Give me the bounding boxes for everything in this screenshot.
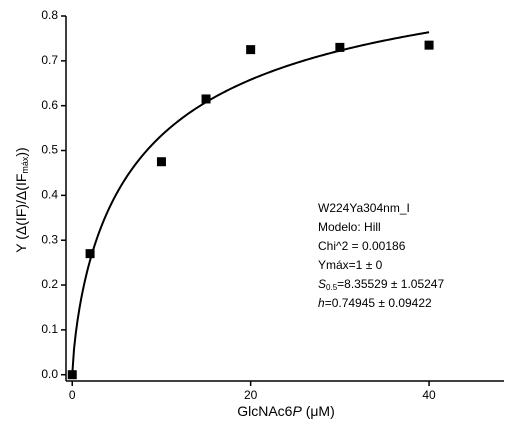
annotation-line: Ymáx=1 ± 0 [318, 258, 383, 272]
y-tick-label: 0.7 [41, 53, 58, 67]
annotation-line: Chi^2 = 0.00186 [318, 239, 406, 253]
x-axis-label: GlcNAc6P (μM) [237, 403, 335, 419]
y-tick-label: 0.6 [41, 98, 58, 112]
annotation-line: Modelo: Hill [318, 220, 381, 234]
annotation-box: S0.5=8.35529 ± 1.05247 h=0.74945 ± 0.094… [318, 277, 444, 310]
y-tick-label: 0.2 [41, 277, 58, 291]
y-tick-label: 0.0 [41, 367, 58, 381]
annotation-line: W224Ya304nm_I [318, 201, 410, 215]
s-text: =8.35529 ± 1.05247 [337, 277, 444, 291]
x-tick-label: 20 [244, 388, 258, 402]
y-label-main: Y (Δ(IF)/Δ(IF [13, 174, 29, 253]
y-tick-label: 0.8 [41, 8, 58, 22]
y-axis-label: Y (Δ(IF)/Δ(IFmáx)) [13, 147, 31, 252]
y-tick-label: 0.3 [41, 232, 58, 246]
h-symbol: h [318, 296, 325, 310]
annotation-h: h=0.74945 ± 0.09422 [318, 296, 432, 310]
x-label-unit: (μM) [302, 403, 335, 419]
data-point [424, 40, 434, 50]
y-tick-label: 0.1 [41, 322, 58, 336]
x-tick-label: 0 [69, 388, 76, 402]
annotation-s05: S0.5=8.35529 ± 1.05247 [318, 277, 444, 292]
data-point [201, 94, 211, 104]
fit-curve [71, 31, 430, 375]
h-text: =0.74945 ± 0.09422 [325, 296, 432, 310]
y-label-end: )) [13, 147, 29, 156]
y-tick-label: 0.4 [41, 188, 58, 202]
x-tick-label: 40 [422, 388, 436, 402]
s-symbol: S [318, 277, 326, 291]
s-sub: 0.5 [326, 283, 338, 292]
y-label-sub: máx [20, 156, 30, 174]
data-point [156, 157, 166, 167]
data-point [335, 42, 345, 52]
y-tick-label: 0.5 [41, 143, 58, 157]
data-point [67, 370, 77, 380]
data-point [246, 45, 256, 55]
x-label-italic: P [292, 403, 302, 419]
x-label-main: GlcNAc6 [237, 403, 292, 419]
data-point [85, 249, 95, 259]
